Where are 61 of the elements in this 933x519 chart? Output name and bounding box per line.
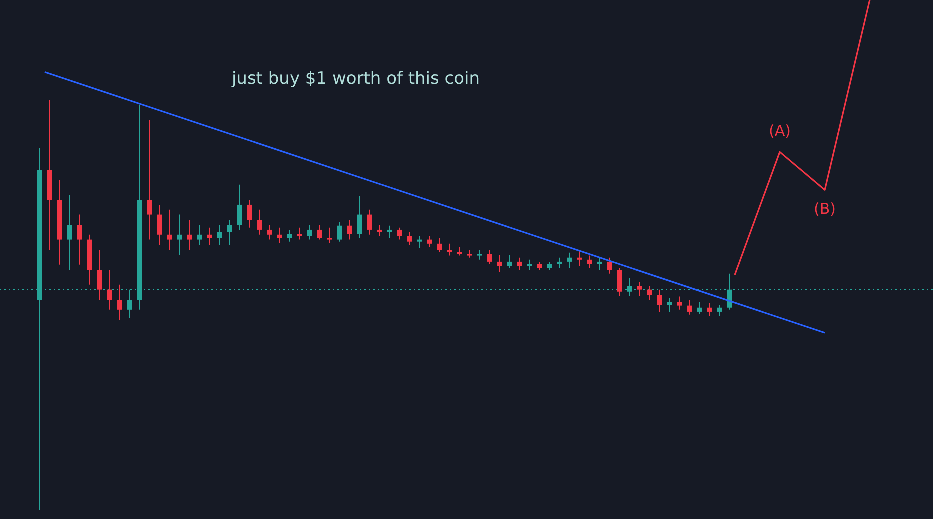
candlestick [498,254,502,273]
candlestick [638,282,642,296]
candlestick [238,184,242,230]
candlestick [558,257,562,269]
candlestick [408,232,412,246]
candlestick [78,214,82,266]
candlestick [688,300,692,316]
candlestick [658,289,662,312]
candlestick [518,257,522,271]
candlestick [268,224,272,240]
candlestick [258,209,262,236]
candlestick [148,120,152,240]
candlestick [668,298,672,312]
candlestick [338,222,342,242]
candlestick [218,224,222,246]
candlestick [448,243,452,256]
candlestick [68,194,72,271]
candlestick [718,304,722,317]
annotation: (B) [814,200,836,218]
candlestick [288,229,292,242]
candlestick [328,227,332,244]
annotation: (A) [769,122,791,140]
candlestick [608,257,612,274]
candlestick [438,238,442,253]
candlestick [388,225,392,239]
candlestick [158,204,162,246]
candlestick [648,286,652,301]
candlestick [378,224,382,237]
candlestick [598,256,602,271]
candlestick [118,284,122,321]
candlestick [618,268,622,296]
candlestick [228,220,232,246]
candlestick [168,209,172,251]
candlestick [708,302,712,317]
candlestick [298,227,302,240]
candlestick [698,302,702,315]
candlestick [248,200,252,228]
candlestick [578,250,582,267]
candlestick [188,220,192,251]
candlestick [678,296,682,310]
candlestick [428,236,432,248]
candlestick [368,209,372,236]
candlestick [588,255,592,269]
candlestick [528,259,532,271]
candlestick [488,250,492,264]
candlestick [308,224,312,240]
candlestick [508,254,512,269]
candlestick [358,195,362,239]
candlestick [278,227,282,244]
chart-title: just buy $1 worth of this coin [230,69,480,89]
candlestick [318,224,322,240]
candlestick [348,220,352,240]
candlestick [98,250,102,301]
candlestick [208,227,212,246]
candlestick [178,214,182,256]
candlestick [198,224,202,246]
candlestick [478,250,482,260]
candlestick [108,270,112,310]
candlestick [418,236,422,249]
candlestick [398,227,402,240]
candlestick [568,252,572,269]
